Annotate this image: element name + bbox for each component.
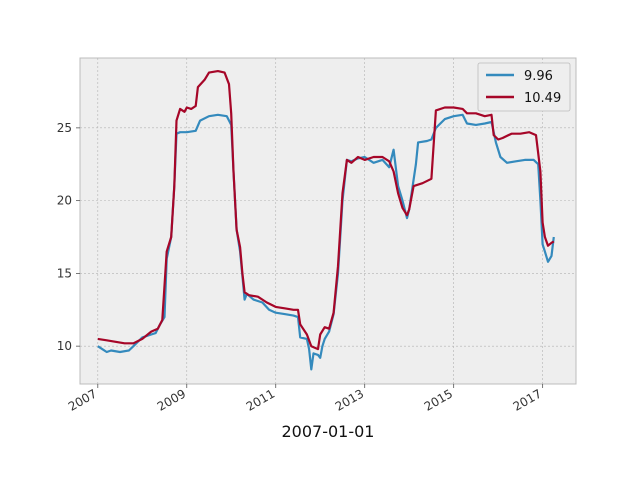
x-tick-label: 2017 [511,386,544,413]
x-axis-label: 2007-01-01 [282,422,375,441]
legend: 9.96 10.49 [477,62,571,112]
plot-background [79,57,577,385]
legend-label-series-2: 10.49 [524,91,561,106]
x-tick-label: 2007 [66,386,99,413]
x-axis-ticks: 2007 2009 2011 2013 2015 2017 [66,384,544,414]
series-lines [97,70,555,371]
y-tick-label: 20 [57,194,72,208]
y-tick-label: 25 [57,121,72,135]
y-tick-label: 10 [57,339,72,353]
x-tick-label: 2013 [333,386,366,413]
series-line-2 [97,70,555,351]
legend-label-series-1: 9.96 [524,69,553,84]
y-tick-label: 15 [57,266,72,280]
y-axis-ticks: 10 15 20 25 [57,121,80,353]
x-tick-label: 2011 [244,386,277,413]
x-tick-label: 2015 [422,386,455,413]
x-tick-label: 2009 [155,386,188,413]
